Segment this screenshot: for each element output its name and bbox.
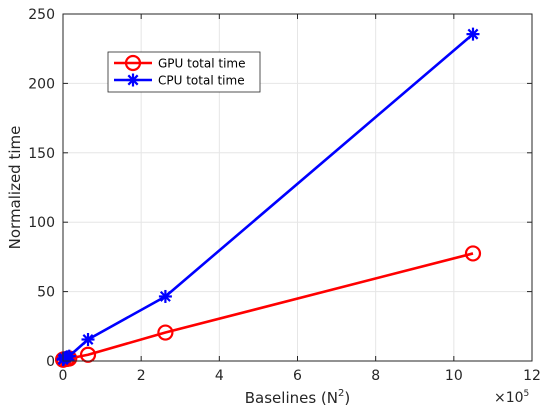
data-point-stroke bbox=[63, 350, 75, 362]
legend-marker bbox=[124, 54, 142, 72]
data-point bbox=[62, 349, 76, 363]
y-axis-label: Normalized time bbox=[6, 126, 24, 250]
y-tick-label: 200 bbox=[28, 76, 55, 92]
data-point bbox=[157, 324, 174, 341]
axis-ticks: 0 2 4 6 8 10 12 0 50 100 150 200 250 bbox=[28, 7, 541, 384]
data-point bbox=[464, 245, 482, 262]
x-axis-exponent: ×105 bbox=[494, 389, 529, 406]
x-tick-label: 2 bbox=[137, 368, 146, 384]
x-tick-label: 12 bbox=[523, 368, 541, 384]
x-axis-exponent-power: 5 bbox=[524, 389, 530, 399]
y-tick-label: 250 bbox=[28, 7, 55, 23]
y-tick-label: 50 bbox=[37, 285, 55, 301]
data-point bbox=[79, 346, 97, 363]
y-tick-label: 0 bbox=[46, 354, 55, 370]
legend-marker-stroke bbox=[127, 74, 139, 86]
x-tick-label: 0 bbox=[59, 368, 68, 384]
data-point bbox=[81, 332, 95, 346]
y-tick-label: 150 bbox=[28, 146, 55, 162]
x-axis-label-superscript: 2 bbox=[338, 388, 344, 399]
data-point-stroke bbox=[82, 334, 94, 345]
x-tick-label: 6 bbox=[293, 368, 302, 384]
data-point bbox=[466, 27, 480, 41]
x-axis-exponent-base: ×10 bbox=[494, 390, 524, 406]
legend-item: GPU total time bbox=[114, 54, 246, 72]
data-point-stroke bbox=[159, 291, 171, 302]
data-point-stroke bbox=[467, 28, 479, 40]
x-tick-label: 8 bbox=[371, 368, 380, 384]
data-point bbox=[158, 289, 172, 303]
x-axis-label: Baselines (N2) bbox=[245, 388, 351, 407]
y-tick-label: 100 bbox=[28, 215, 55, 231]
legend-label: GPU total time bbox=[158, 57, 246, 71]
legend-marker bbox=[126, 73, 140, 87]
x-tick-label: 10 bbox=[445, 368, 463, 384]
legend-label: CPU total time bbox=[158, 74, 245, 88]
x-tick-label: 4 bbox=[215, 368, 224, 384]
x-axis-label-suffix: ) bbox=[344, 389, 350, 407]
x-axis-label-text: Baselines (N bbox=[245, 389, 338, 407]
legend-box bbox=[107, 51, 261, 93]
legend-item: CPU total time bbox=[114, 73, 245, 88]
legend: GPU total time CPU total time bbox=[107, 51, 261, 93]
